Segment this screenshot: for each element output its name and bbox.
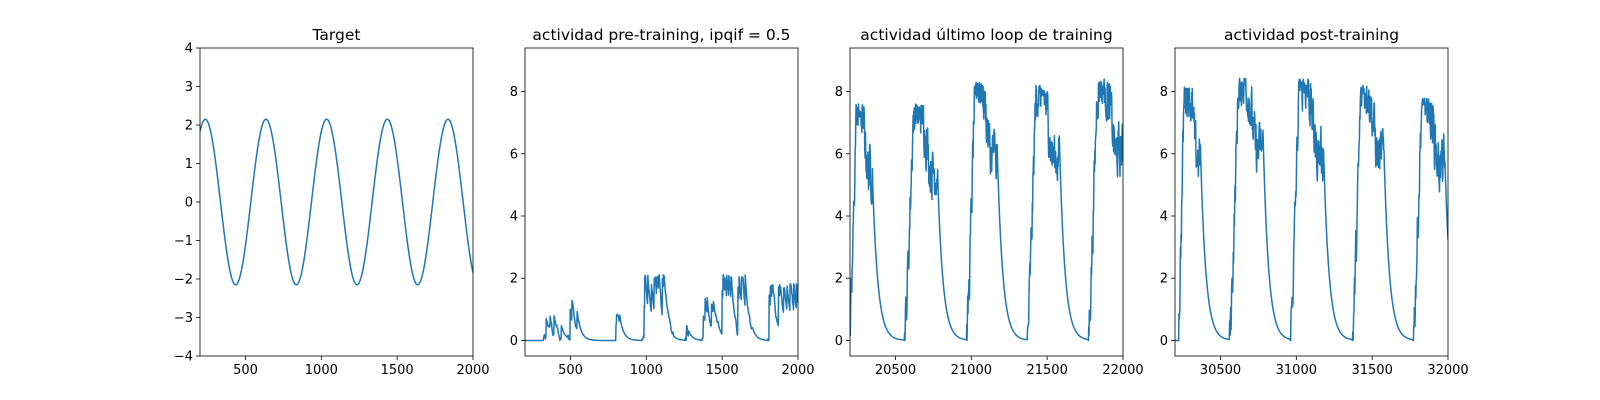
x-tick-label: 2000 bbox=[456, 363, 489, 378]
axes-frame bbox=[849, 47, 1124, 357]
y-tick-label: 2 bbox=[510, 272, 518, 287]
x-tick-label: 2000 bbox=[781, 363, 814, 378]
y-tick-label: 4 bbox=[835, 210, 843, 225]
y-tick-label: 2 bbox=[185, 119, 193, 134]
chart-panel-3: 20500 21000 21500 22000 0 2 4 6 8 actividad últim… bbox=[835, 26, 1144, 378]
y-tick-label: 8 bbox=[835, 85, 843, 100]
x-tick-label: 31000 bbox=[1276, 363, 1317, 378]
series-line-1-1 bbox=[200, 118, 473, 286]
x-tick-label: 20500 bbox=[875, 363, 916, 378]
x-tick-label: 21000 bbox=[951, 363, 992, 378]
y-tick-label: 2 bbox=[1160, 272, 1168, 287]
chart-title: actividad post-training bbox=[1224, 26, 1399, 44]
y-tick-label: 4 bbox=[510, 210, 518, 225]
y-tick-label: 1 bbox=[185, 157, 193, 172]
y-tick-label: −3 bbox=[174, 311, 193, 326]
chart-title: actividad último loop de training bbox=[860, 26, 1112, 44]
x-tick-label: 1500 bbox=[706, 363, 739, 378]
series-line-3-1 bbox=[850, 78, 1123, 342]
y-tick-label: 8 bbox=[510, 85, 518, 100]
y-tick-label: 6 bbox=[835, 147, 843, 162]
y-tick-label: 8 bbox=[1160, 85, 1168, 100]
axes-frame bbox=[524, 47, 799, 357]
y-tick-label: 0 bbox=[185, 196, 193, 211]
y-tick-label: 6 bbox=[1160, 147, 1168, 162]
y-tick-label: −2 bbox=[174, 273, 193, 288]
chart-panel-2: 500 1000 1500 2000 0 2 4 6 8 actividad pre-traini… bbox=[510, 26, 815, 378]
y-tick-label: −1 bbox=[174, 234, 193, 249]
axes-frame bbox=[199, 47, 474, 357]
x-tick-label: 32000 bbox=[1427, 363, 1468, 378]
x-tick-label: 31500 bbox=[1351, 363, 1392, 378]
chart-panel-1: 500 1000 1500 2000 −4 −3 −2 −1 0 1 2 3 4 Target bbox=[174, 26, 490, 378]
y-tick-label: 4 bbox=[1160, 210, 1168, 225]
chart-title: actividad pre-training, ipqif = 0.5 bbox=[532, 26, 790, 44]
x-tick-label: 1000 bbox=[305, 363, 338, 378]
x-tick-label: 22000 bbox=[1102, 363, 1143, 378]
x-tick-label: 1000 bbox=[630, 363, 663, 378]
y-tick-label: 0 bbox=[510, 334, 518, 349]
y-tick-label: 4 bbox=[185, 42, 193, 57]
x-tick-label: 1500 bbox=[381, 363, 414, 378]
x-tick-label: 21500 bbox=[1026, 363, 1067, 378]
series-line-4-1 bbox=[1175, 77, 1448, 342]
x-tick-label: 500 bbox=[233, 363, 258, 378]
y-tick-label: 6 bbox=[510, 147, 518, 162]
y-tick-label: 2 bbox=[835, 272, 843, 287]
axes-frame bbox=[1174, 47, 1449, 357]
chart-panel-4: 30500 31000 31500 32000 0 2 4 6 8 actividad post-… bbox=[1160, 26, 1469, 378]
series-line-2-1 bbox=[525, 274, 798, 342]
x-tick-label: 500 bbox=[558, 363, 583, 378]
chart-title: Target bbox=[312, 26, 361, 44]
y-tick-label: 0 bbox=[835, 334, 843, 349]
y-tick-label: −4 bbox=[174, 350, 193, 365]
y-tick-label: 0 bbox=[1160, 334, 1168, 349]
y-tick-label: 3 bbox=[185, 80, 193, 95]
x-tick-label: 30500 bbox=[1200, 363, 1241, 378]
